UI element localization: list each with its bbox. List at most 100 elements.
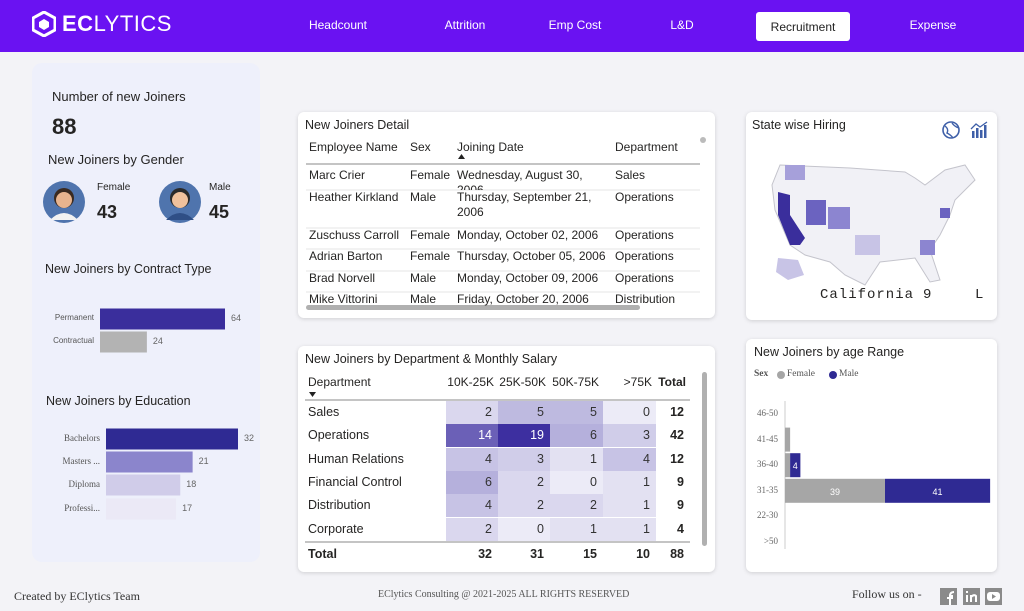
sort-indicator <box>309 392 316 397</box>
matrix-cell: 4 <box>446 447 498 471</box>
table-cell: Female <box>410 168 451 182</box>
age-chart: 4 39 41 <box>777 371 991 549</box>
v-scrollbar <box>702 372 707 546</box>
chart-title: New Joiners by Contract Type <box>45 262 212 276</box>
us-map <box>771 164 976 286</box>
table-title: New Joiners Detail <box>305 118 410 132</box>
table-header: Department <box>615 140 678 154</box>
matrix-header: Total <box>658 375 686 389</box>
department-label: Human Relations <box>308 451 404 466</box>
bar-segment <box>785 427 791 452</box>
logo-icon <box>32 11 56 37</box>
table-cell: Brad Norvell <box>309 271 376 285</box>
bar <box>100 308 225 330</box>
table-cell: Monday, October 09, 2006 <box>457 271 599 285</box>
matrix-cell: 2 <box>550 494 603 518</box>
kpi-value: 88 <box>52 114 77 139</box>
bar-chart <box>100 308 225 353</box>
category-label: Contractual <box>53 336 94 345</box>
data-label: 39 <box>830 487 840 497</box>
matrix-cell: 19 <box>498 424 550 448</box>
tooltip-value: 9 <box>923 287 933 303</box>
table-cell: Female <box>410 249 451 263</box>
bar <box>106 428 238 450</box>
matrix-cell: 0 <box>498 517 550 541</box>
matrix-cell: 5 <box>550 401 603 424</box>
value-label: 32 <box>244 433 255 443</box>
bar <box>106 474 181 496</box>
category-label: 41-45 <box>757 433 778 444</box>
nav-button[interactable]: Recruitment <box>756 12 850 41</box>
nav-button[interactable]: Headcount <box>308 18 368 32</box>
table-cell: Adrian Barton <box>309 249 383 263</box>
bar-segment <box>785 478 885 503</box>
footer-copyright: EClytics Consulting @ 2021-2025 ALL RIGH… <box>378 589 630 600</box>
matrix-cell: 1 <box>550 517 603 541</box>
gender-label: Male <box>209 182 231 193</box>
legend-title: Sex <box>754 369 769 379</box>
table-cell: Operations <box>615 228 674 242</box>
category-label: Masters ... <box>62 456 101 466</box>
social-icons <box>940 588 1002 605</box>
gender-value: 45 <box>209 202 230 222</box>
matrix-cell: 12 <box>670 451 684 466</box>
category-label: Permanent <box>54 313 94 322</box>
kpi-title: Number of new Joiners <box>52 89 186 104</box>
table-header: Joining Date <box>457 140 524 154</box>
footer-credit: Created by EClytics Team <box>14 589 140 603</box>
value-label: 64 <box>231 313 242 323</box>
data-label: 4 <box>793 461 798 471</box>
category-label: Diploma <box>68 479 101 489</box>
scroll-dot <box>700 137 706 143</box>
department-label: Financial Control <box>308 474 402 489</box>
matrix-cell: 1 <box>603 470 656 494</box>
matrix-cell: 2 <box>498 470 550 494</box>
category-label: 36-40 <box>757 459 778 470</box>
matrix-header: 50K-75K <box>552 375 599 389</box>
table-cell: Wednesday, August 30, 2006 <box>457 168 583 190</box>
nav-button[interactable]: L&D <box>670 18 694 32</box>
table-cell: Distribution <box>615 292 676 306</box>
department-label: Operations <box>308 428 370 443</box>
matrix-cell: 0 <box>603 401 656 424</box>
table-cell: Monday, October 02, 2006 <box>457 228 599 242</box>
table-cell: Thursday, October 05, 2006 <box>457 249 606 263</box>
matrix-cell: 1 <box>550 447 603 471</box>
matrix-cell: 3 <box>603 424 656 448</box>
matrix-cell: 5 <box>498 401 550 424</box>
value-label: 24 <box>152 336 163 346</box>
matrix-cell: 9 <box>677 498 684 513</box>
sort-indicator <box>458 154 465 159</box>
bar-chart <box>106 428 238 520</box>
matrix-cell: 4 <box>446 494 498 518</box>
logo-text: ECLYTICS <box>62 11 172 37</box>
table-cell: Female <box>410 228 451 242</box>
table-cell: Operations <box>615 271 674 285</box>
h-scrollbar <box>306 305 640 310</box>
table-lines <box>306 137 706 310</box>
footer-follow: Follow us on - <box>852 587 922 601</box>
value-label: 17 <box>182 503 193 513</box>
logo-rest: LYTICS <box>93 11 172 36</box>
matrix-cell: 14 <box>446 424 498 448</box>
matrix-cell: 4 <box>603 447 656 471</box>
nav-button[interactable]: Attrition <box>444 18 486 32</box>
matrix-cell: 6 <box>550 424 603 448</box>
legend-marker <box>829 371 837 379</box>
nav-button[interactable]: Expense <box>909 18 957 32</box>
avatars <box>43 181 201 223</box>
legend-marker <box>777 371 785 379</box>
table-cell: Heather Kirkland <box>309 190 399 204</box>
table-cell: Sales <box>615 168 646 182</box>
matrix-cell: 42 <box>670 428 684 443</box>
matrix-header: Department <box>308 375 371 389</box>
map-tooltip: California 9 <box>820 287 932 303</box>
matrix-cell: 0 <box>550 470 603 494</box>
category-label: 22-30 <box>757 510 778 521</box>
bar-segment <box>785 453 791 478</box>
avatar-face <box>56 192 72 208</box>
matrix-cell: 2 <box>446 517 498 541</box>
legend-label: Female <box>787 369 815 379</box>
nav-button[interactable]: Emp Cost <box>548 18 602 32</box>
